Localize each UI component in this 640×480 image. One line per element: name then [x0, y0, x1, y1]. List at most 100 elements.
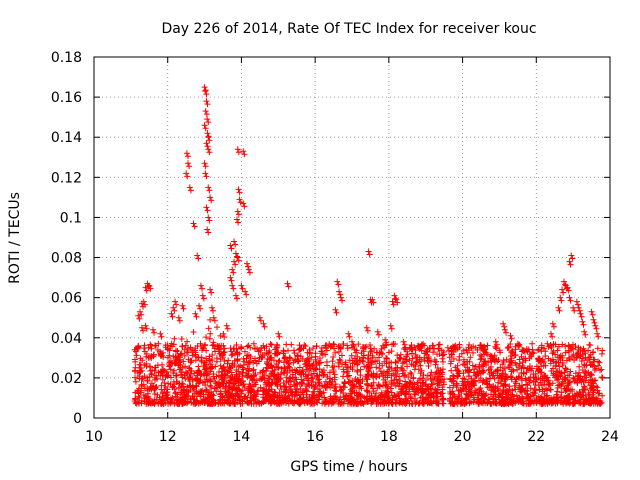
data-point: [191, 223, 198, 230]
data-point: [501, 326, 508, 333]
data-point: [492, 368, 499, 375]
data-point: [350, 341, 357, 348]
data-point: [166, 352, 173, 359]
data-point: [424, 385, 431, 392]
data-point: [204, 226, 211, 233]
data-point: [304, 363, 311, 370]
data-point: [373, 372, 380, 379]
data-point: [263, 343, 270, 350]
data-point: [558, 369, 565, 376]
data-point: [337, 294, 344, 301]
data-point: [388, 348, 395, 355]
data-point: [200, 345, 207, 352]
data-point: [234, 146, 241, 153]
data-point: [434, 386, 441, 393]
data-point: [198, 285, 205, 292]
data-point: [558, 297, 565, 304]
data-point: [241, 348, 248, 355]
data-point: [207, 316, 214, 323]
data-point: [172, 389, 179, 396]
data-point: [456, 353, 463, 360]
data-point: [582, 377, 589, 384]
data-point: [518, 365, 525, 372]
y-tick-label: 0.18: [51, 50, 82, 66]
data-point: [394, 299, 401, 306]
data-point: [500, 367, 507, 374]
data-point: [460, 361, 467, 368]
data-point: [187, 371, 194, 378]
data-point: [357, 366, 364, 373]
data-point: [561, 385, 568, 392]
data-point: [141, 301, 148, 308]
data-point: [229, 282, 236, 289]
data-point: [329, 343, 336, 350]
data-point: [575, 346, 582, 353]
data-point: [248, 388, 255, 395]
data-point: [525, 394, 532, 401]
data-point: [193, 388, 200, 395]
data-point: [497, 349, 504, 356]
data-point: [133, 352, 140, 359]
data-point: [378, 345, 385, 352]
x-tick-label: 12: [159, 429, 177, 445]
data-point: [239, 369, 246, 376]
data-point: [135, 342, 142, 349]
data-point: [546, 382, 553, 389]
data-point: [276, 357, 283, 364]
data-point: [138, 381, 145, 388]
data-point: [570, 400, 577, 407]
data-point: [250, 367, 257, 374]
data-point: [510, 367, 517, 374]
data-point: [344, 345, 351, 352]
data-point: [151, 391, 158, 398]
data-point: [306, 393, 313, 400]
data-point: [567, 261, 574, 268]
data-point: [383, 339, 390, 346]
data-point: [219, 394, 226, 401]
data-point: [261, 323, 268, 330]
data-point: [406, 379, 413, 386]
data-point: [201, 160, 208, 167]
data-point: [224, 360, 231, 367]
data-point: [359, 345, 366, 352]
data-point: [314, 399, 321, 406]
data-point: [239, 364, 246, 371]
data-point: [192, 382, 199, 389]
data-point: [284, 347, 291, 354]
data-point: [402, 344, 409, 351]
data-point: [206, 187, 213, 194]
data-point: [384, 368, 391, 375]
data-point: [170, 370, 177, 377]
data-point: [204, 130, 211, 137]
data-point: [197, 305, 204, 312]
data-point: [529, 340, 536, 347]
data-point: [208, 289, 215, 296]
data-point: [376, 350, 383, 357]
data-point: [544, 340, 551, 347]
data-point: [330, 353, 337, 360]
data-point: [331, 362, 338, 369]
data-point: [500, 320, 507, 327]
data-point: [403, 400, 410, 407]
data-point: [237, 400, 244, 407]
data-point: [186, 374, 193, 381]
data-point: [567, 368, 574, 375]
data-point: [434, 351, 441, 358]
data-point: [193, 383, 200, 390]
data-point: [384, 355, 391, 362]
data-point: [522, 381, 529, 388]
data-point: [178, 350, 185, 357]
data-point: [400, 338, 407, 345]
data-point: [477, 352, 484, 359]
data-point: [146, 282, 153, 289]
data-point: [388, 325, 395, 332]
data-point: [164, 386, 171, 393]
data-point: [314, 386, 321, 393]
data-point: [489, 395, 496, 402]
data-point: [257, 317, 264, 324]
data-point: [310, 388, 317, 395]
data-point: [556, 307, 563, 314]
data-point: [548, 368, 555, 375]
data-point: [552, 351, 559, 358]
data-point: [240, 355, 247, 362]
